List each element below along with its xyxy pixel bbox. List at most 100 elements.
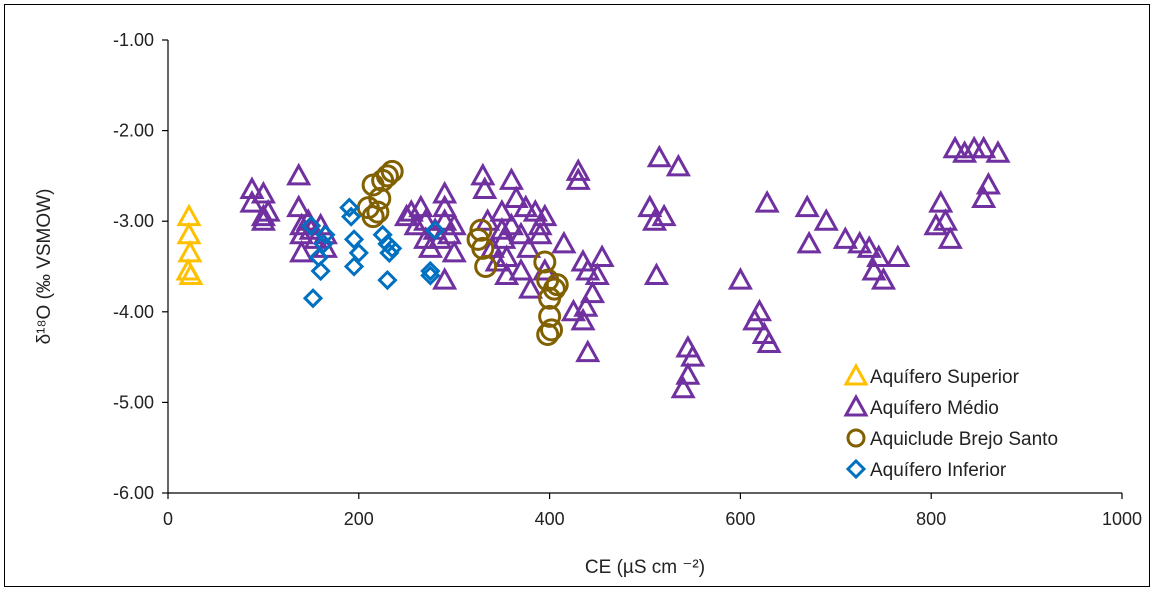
data-point — [932, 208, 959, 231]
data-point — [300, 215, 322, 236]
data-point — [522, 199, 548, 222]
y-tick-label: -1.00 — [113, 30, 154, 50]
legend-marker-shape — [843, 393, 869, 417]
legend-marker-aquiclude-brejo-santo — [846, 428, 866, 448]
x-tick-label: 600 — [725, 509, 755, 529]
data-point — [380, 159, 404, 183]
legend-marker-aquifero-medio — [843, 393, 869, 417]
data-point — [382, 238, 403, 259]
data-point — [441, 212, 467, 236]
y-tick-label: -2.00 — [113, 121, 154, 141]
data-point — [484, 248, 510, 272]
data-point — [343, 229, 365, 250]
data-point — [866, 244, 892, 267]
data-point — [341, 206, 362, 227]
data-point — [302, 288, 324, 309]
data-point — [532, 203, 558, 227]
data-point — [472, 176, 498, 199]
data-point — [813, 208, 839, 231]
data-point — [474, 255, 498, 278]
data-point — [432, 194, 458, 218]
data-point — [971, 185, 997, 209]
data-points — [175, 135, 1011, 399]
data-point — [403, 212, 429, 236]
legend-marker-shape — [846, 428, 866, 448]
series-aqu-fero-inferior — [300, 197, 446, 309]
data-point — [573, 294, 599, 317]
data-point — [536, 322, 560, 346]
data-point — [286, 162, 312, 186]
legend-marker-shape — [845, 458, 867, 480]
x-tick-label: 1000 — [1102, 509, 1142, 529]
data-point — [289, 212, 315, 236]
data-point — [286, 194, 312, 218]
data-point — [177, 239, 203, 263]
legend-marker-aquifero-superior — [843, 362, 869, 386]
legend-item-aquiclude-brejo-santo: Aquiclude Brejo Santo — [846, 428, 1058, 450]
x-tick-label: 200 — [344, 509, 374, 529]
data-point — [178, 262, 204, 286]
series-aqu-fero-m-dio — [239, 135, 1011, 399]
data-point — [754, 189, 780, 213]
y-tick-label: -5.00 — [113, 392, 154, 412]
data-point — [565, 167, 591, 190]
data-point — [746, 298, 773, 322]
y-tick-label: -6.00 — [113, 483, 154, 503]
data-point — [517, 276, 544, 299]
data-point — [540, 318, 564, 342]
legend-label-aquifero-inferior: Aquífero Inferior — [870, 460, 1007, 481]
data-point — [377, 269, 398, 291]
data-point — [643, 262, 669, 286]
data-point — [796, 230, 822, 254]
data-point — [176, 221, 202, 245]
data-point — [861, 257, 887, 281]
data-point — [937, 226, 963, 249]
data-point — [579, 280, 606, 304]
data-point — [885, 244, 911, 267]
data-point — [508, 221, 534, 245]
data-point — [756, 330, 782, 354]
data-point — [665, 153, 691, 177]
data-point — [570, 307, 596, 331]
data-point — [498, 167, 524, 190]
data-point — [651, 203, 677, 227]
data-point — [498, 212, 524, 236]
axes — [167, 40, 1122, 494]
data-point — [513, 194, 539, 218]
data-point — [565, 158, 591, 181]
data-point — [424, 220, 446, 241]
data-point — [494, 262, 520, 286]
legend-marker-shape — [843, 362, 869, 386]
data-point — [589, 244, 615, 267]
y-tick-label: -3.00 — [113, 211, 154, 231]
data-point — [469, 218, 493, 242]
data-point — [508, 257, 534, 281]
data-point — [646, 144, 672, 168]
data-point — [408, 194, 434, 218]
data-point — [432, 208, 458, 231]
chart-frame — [4, 4, 1150, 587]
data-point — [348, 242, 369, 264]
data-point — [727, 267, 753, 290]
data-point — [503, 185, 529, 209]
data-point — [250, 180, 276, 204]
data-point — [398, 199, 424, 222]
data-point — [441, 239, 467, 263]
data-point — [339, 197, 360, 218]
data-point — [420, 265, 441, 286]
y-axis-title: δ¹⁸O (‰ VSMOW) — [34, 189, 55, 345]
data-point — [575, 339, 601, 363]
data-point — [975, 171, 1001, 195]
data-point — [847, 230, 873, 254]
data-point — [985, 140, 1011, 163]
data-point — [432, 180, 458, 204]
y-ticks: -1.00 -2.00 -3.00 -4.00 -5.00 -6.00 — [113, 30, 168, 503]
series-aqu-fero-superior — [175, 203, 204, 286]
data-point — [832, 226, 858, 249]
data-point — [375, 164, 399, 188]
legend-item-aquifero-medio: Aquífero Médio — [843, 393, 999, 419]
legend-label-aquifero-superior: Aquífero Superior — [870, 367, 1020, 388]
legend-item-aquifero-superior: Aquífero Superior — [843, 362, 1020, 388]
data-point — [675, 362, 701, 385]
